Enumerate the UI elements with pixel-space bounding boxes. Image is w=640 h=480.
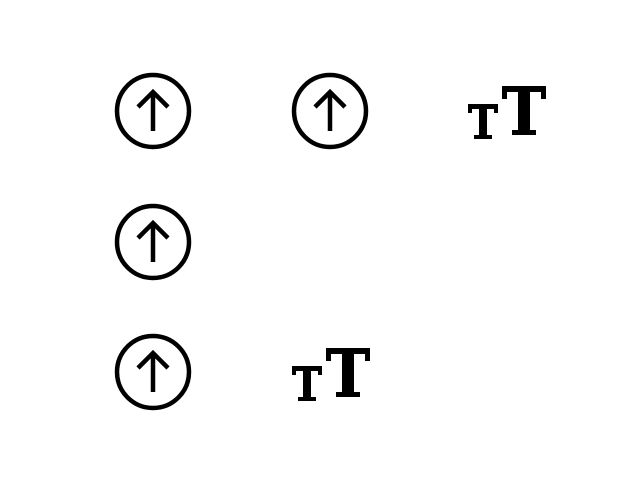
scroll-up-button[interactable] xyxy=(113,71,193,151)
text-size-button[interactable] xyxy=(288,346,372,406)
text-size-icon xyxy=(468,86,546,139)
scroll-up-button[interactable] xyxy=(113,202,193,282)
scroll-up-button[interactable] xyxy=(290,71,370,151)
arrow-up-circle-icon xyxy=(114,72,192,150)
text-size-icon xyxy=(292,348,370,401)
scroll-up-button[interactable] xyxy=(113,332,193,412)
arrow-up-circle-icon xyxy=(114,203,192,281)
arrow-up-circle-icon xyxy=(291,72,369,150)
arrow-up-circle-icon xyxy=(114,333,192,411)
text-size-button[interactable] xyxy=(464,84,548,144)
